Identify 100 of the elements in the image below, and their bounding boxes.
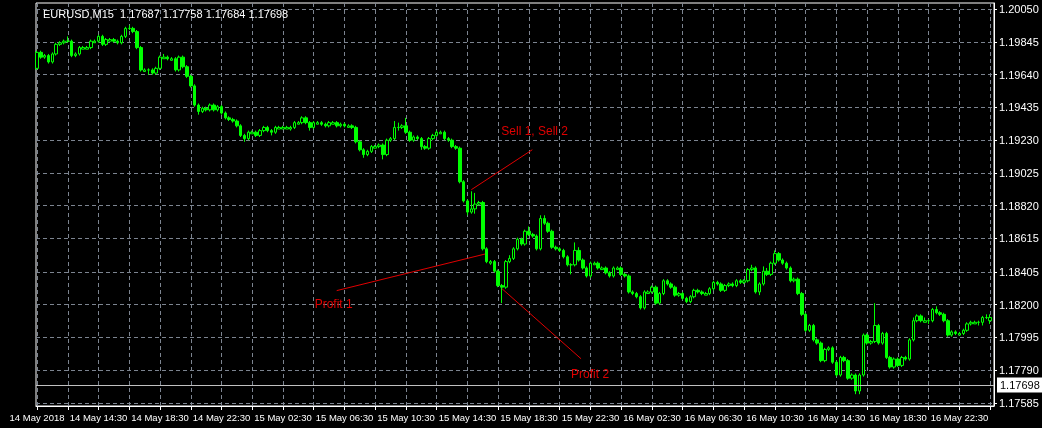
- candlestick: [931, 307, 934, 323]
- candlestick: [78, 45, 81, 57]
- candlestick: [412, 134, 415, 143]
- x-tick-label: 16 May 18:30: [869, 411, 927, 423]
- candlestick: [727, 281, 731, 288]
- candlestick: [819, 340, 823, 363]
- y-tick-label: 1.19845: [999, 35, 1039, 48]
- candlestick: [639, 294, 642, 311]
- candlestick: [112, 37, 116, 44]
- candlestick: [846, 358, 850, 381]
- candlestick: [896, 356, 900, 368]
- candlestick: [370, 144, 373, 154]
- candlestick: [254, 130, 258, 138]
- y-tick-label: 1.20050: [999, 3, 1039, 16]
- candlestick: [719, 281, 723, 293]
- candlestick: [435, 130, 438, 138]
- candlestick: [958, 331, 961, 336]
- candlestick: [204, 106, 208, 112]
- candlestick: [151, 67, 154, 76]
- candlestick: [700, 289, 704, 296]
- candlestick: [108, 37, 112, 42]
- candlestick: [892, 356, 896, 370]
- ref-line-label: 1.17698: [1000, 378, 1040, 391]
- candlestick: [723, 283, 727, 293]
- candlestick: [381, 142, 385, 160]
- candlestick: [673, 285, 677, 298]
- candlestick: [692, 288, 696, 299]
- candlestick: [239, 123, 242, 138]
- candlestick: [266, 125, 269, 133]
- candlestick: [62, 39, 66, 45]
- candlestick: [101, 34, 104, 47]
- candlestick: [208, 102, 212, 112]
- candlestick: [327, 120, 331, 128]
- x-tick-label: 15 May 14:30: [438, 411, 497, 423]
- x-tick-label: 15 May 02:30: [254, 411, 312, 423]
- annotation: Sell 1, Sell 2: [501, 123, 569, 138]
- candlestick: [316, 120, 319, 125]
- y-tick-label: 1.18820: [999, 199, 1039, 212]
- x-tick-label: 15 May 06:30: [315, 411, 374, 423]
- x-tick-label: 15 May 18:30: [500, 411, 558, 423]
- candlestick: [347, 123, 350, 128]
- x-tick-label: 14 May 14:30: [69, 411, 128, 423]
- candlestick: [420, 136, 423, 151]
- candlestick: [116, 39, 119, 45]
- candlestick: [220, 104, 223, 116]
- candlestick: [789, 265, 792, 283]
- y-tick-label: 1.18405: [999, 265, 1039, 278]
- candlestick: [285, 125, 289, 130]
- candlestick: [174, 56, 177, 73]
- candlestick: [619, 265, 623, 277]
- candlestick: [450, 138, 454, 149]
- candlestick: [777, 251, 781, 263]
- candlestick: [873, 302, 877, 344]
- candlestick: [227, 115, 231, 122]
- x-tick-label: 14 May 18:30: [131, 411, 189, 423]
- candlestick: [293, 120, 296, 130]
- candlestick: [201, 106, 204, 114]
- candlestick: [270, 128, 273, 136]
- candlestick: [343, 122, 346, 128]
- y-tick-label: 1.18615: [999, 232, 1039, 245]
- candlestick: [973, 320, 977, 325]
- candlestick: [297, 120, 300, 125]
- x-tick-label: 16 May 22:30: [930, 411, 989, 423]
- candlestick: [262, 125, 266, 133]
- candlestick: [366, 149, 369, 157]
- x-tick-label: 16 May 10:30: [746, 411, 804, 423]
- candlestick: [735, 278, 738, 288]
- candlestick: [539, 214, 542, 251]
- candlestick: [312, 120, 315, 130]
- x-tick-label: 15 May 10:30: [377, 411, 435, 423]
- x-tick-label: 14 May 2018: [9, 411, 65, 423]
- chart-title: EURUSD,M15 1.17687 1.17758 1.17684 1.17698: [43, 7, 289, 20]
- candlestick: [308, 120, 312, 132]
- y-tick-label: 1.19435: [999, 101, 1039, 114]
- candlestick: [612, 265, 615, 279]
- candlestick: [373, 144, 377, 149]
- candlestick: [923, 317, 927, 323]
- candlestick: [812, 323, 815, 342]
- y-tick-label: 1.19640: [999, 68, 1039, 81]
- y-tick-label: 1.19025: [999, 166, 1039, 179]
- candlestick: [277, 125, 281, 130]
- candlestick: [166, 55, 169, 61]
- candlestick: [746, 267, 750, 283]
- candlestick: [324, 122, 327, 128]
- candlestick: [900, 355, 904, 368]
- candlestick: [70, 39, 73, 58]
- y-tick-label: 1.17995: [999, 331, 1039, 344]
- x-tick-label: 15 May 22:30: [561, 411, 620, 423]
- candlestick: [473, 192, 477, 215]
- candlestick: [212, 102, 216, 112]
- x-tick-label: 16 May 14:30: [807, 411, 866, 423]
- candlestick: [608, 270, 611, 279]
- candlestick: [274, 125, 277, 135]
- candlestick: [147, 67, 150, 76]
- candlestick: [470, 190, 473, 215]
- y-tick-label: 1.17585: [999, 396, 1039, 409]
- candlestick: [320, 120, 323, 127]
- candlestick: [981, 315, 984, 326]
- y-tick-label: 1.17790: [999, 364, 1039, 377]
- candlestick: [854, 372, 857, 395]
